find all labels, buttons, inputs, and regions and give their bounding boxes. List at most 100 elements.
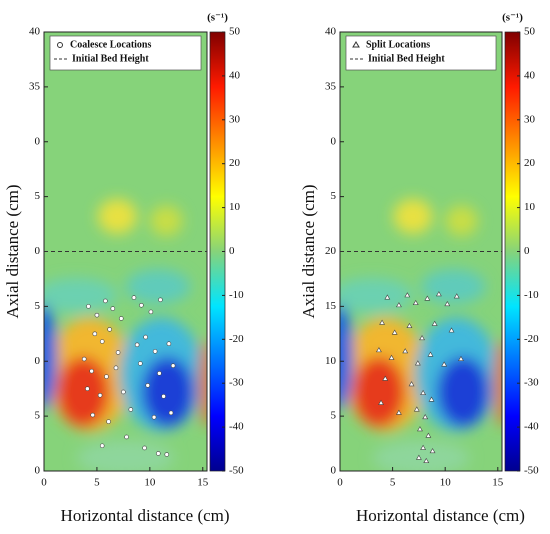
split-point <box>402 348 409 354</box>
legend-label: Initial Bed Height <box>72 53 149 64</box>
field-blob <box>421 269 486 305</box>
legend-label: Split Locations <box>366 39 430 50</box>
coalesce-point <box>145 383 151 388</box>
split-point <box>431 320 438 326</box>
coalesce-point <box>143 334 148 340</box>
y-axis-label: Axial distance (cm) <box>299 184 318 318</box>
field <box>44 32 207 471</box>
legend-box <box>49 35 202 71</box>
split-point <box>404 292 411 298</box>
split-point <box>424 295 431 301</box>
split-point <box>384 294 391 300</box>
coalesce-point <box>164 452 170 457</box>
y-tick-label: 0 <box>35 245 41 257</box>
y-tick-label: 40 <box>325 26 337 38</box>
coalesce-point <box>170 363 176 368</box>
y-axis-label: Axial distance (cm) <box>3 184 22 318</box>
y-tick-label: 0 <box>331 465 337 477</box>
colorbar-tick-label: 20 <box>229 157 241 169</box>
split-point <box>428 396 435 402</box>
x-tick-label: 0 <box>41 477 47 489</box>
field-blob <box>340 304 353 410</box>
split-point <box>376 347 382 353</box>
field-blob <box>97 198 137 234</box>
field-blob <box>76 440 175 471</box>
coalesce-point <box>81 356 87 362</box>
field-blob <box>493 339 502 428</box>
split-point <box>444 300 451 307</box>
legend: Split Locations Initial Bed Height <box>345 35 497 71</box>
colorbar-tick-label: 30 <box>229 113 241 125</box>
x-tick-label: 10 <box>440 477 452 489</box>
split-point <box>408 381 415 387</box>
coalesce-point <box>89 368 94 374</box>
coalesce-point <box>110 306 116 311</box>
field <box>340 32 502 471</box>
split-point <box>379 319 385 325</box>
colorbar-tick-label: -30 <box>524 377 539 389</box>
field-blob <box>437 356 490 428</box>
x-tick-label: 0 <box>337 477 343 489</box>
split-point <box>395 409 402 415</box>
split-point <box>391 329 398 335</box>
field-blob <box>445 205 478 237</box>
split-point <box>441 361 448 367</box>
legend: Coalesce Locations Initial Bed Height <box>49 35 202 71</box>
split-point <box>420 389 427 395</box>
colorbar-tick-label: -40 <box>524 421 539 433</box>
coalesce-point <box>99 339 105 344</box>
split-point <box>420 444 427 450</box>
legend-marker <box>57 42 63 48</box>
coalesce-point <box>99 443 105 449</box>
colorbar-tick-label: -20 <box>524 333 539 345</box>
coalesce-point <box>158 297 163 303</box>
y-tick-label: 40 <box>29 26 41 38</box>
colorbar-tick-label: 40 <box>524 69 536 81</box>
coalesce-point <box>168 410 174 416</box>
colorbar-tick-label: -50 <box>229 465 244 477</box>
colorbar-tick-label: 40 <box>229 69 241 81</box>
x-tick-label: 5 <box>390 477 396 489</box>
x-tick-label: 15 <box>492 477 504 489</box>
colorbar-label: (s⁻¹) <box>502 12 523 24</box>
colorbar-label: (s⁻¹) <box>207 12 228 24</box>
coalesce-point <box>152 349 158 354</box>
field-blob <box>44 277 118 313</box>
coalesce-point <box>115 350 121 355</box>
split-point <box>406 322 413 329</box>
legend-label: Coalesce Locations <box>70 39 151 50</box>
x-axis-label: Horizontal distance (cm) <box>356 506 525 525</box>
y-tick-label: 5 <box>331 190 337 202</box>
coalesce-point <box>151 414 157 420</box>
colorbar-tick-label: -40 <box>229 421 244 433</box>
coalesce-point <box>121 389 126 395</box>
split-point <box>388 354 395 360</box>
coalesce-point <box>148 309 154 315</box>
split-point <box>429 448 436 454</box>
colorbar-tick-label: -50 <box>524 465 539 477</box>
y-tick-label: 0 <box>35 355 41 367</box>
y-tick-label: 0 <box>331 135 337 147</box>
field-blob <box>141 356 194 428</box>
coalesce-point <box>128 407 134 412</box>
field-blob <box>198 339 207 428</box>
field-blob <box>393 198 433 234</box>
field-blob <box>125 269 191 305</box>
split-point <box>419 334 425 341</box>
split-point <box>435 291 442 297</box>
coalesce-point <box>142 445 147 451</box>
y-tick-label: 0 <box>35 465 41 477</box>
coalesce-point <box>134 342 140 348</box>
y-tick-label: 5 <box>331 410 337 422</box>
colorbar-tick-label: -10 <box>229 289 244 301</box>
field-blob <box>44 304 58 410</box>
x-tick-label: 10 <box>144 477 156 489</box>
split-point <box>415 454 422 460</box>
colorbar-tick-label: 10 <box>229 201 241 213</box>
coalesce-point <box>94 312 100 318</box>
colorbar-tick-label: 50 <box>524 26 536 38</box>
y-tick-label: 35 <box>325 80 337 92</box>
